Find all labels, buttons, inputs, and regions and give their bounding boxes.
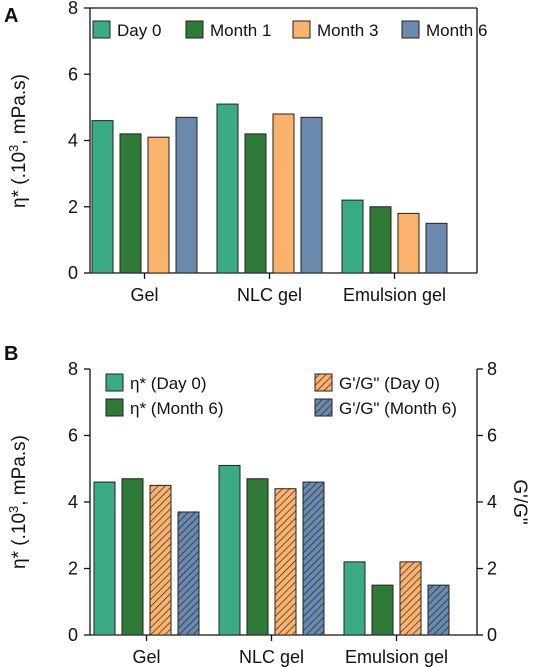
panel-a-legend: Day 0 Month 1 Month 3 Month 6 [92, 20, 487, 40]
bar [246, 478, 269, 636]
bar [119, 133, 142, 274]
legend-label: η* (Day 0) [130, 374, 207, 393]
bar [244, 133, 267, 274]
panel-b-legend: η* (Day 0) η* (Month 6) G'/G" (Day 0) G'/G"… [105, 373, 457, 418]
y-tick-label: 2 [68, 559, 78, 579]
panel-b-y-axis-title: η* (.103, mPa.s) [6, 435, 30, 569]
legend-label: η* (Month 6) [130, 399, 224, 418]
bar [93, 481, 116, 636]
legend-label: Day 0 [117, 21, 161, 40]
legend-swatch [185, 20, 204, 39]
y2-tick-label: 0 [487, 625, 497, 645]
panel-a-label: A [4, 5, 18, 27]
y2-tick-label: 8 [487, 359, 497, 379]
x-tick-label: Gel [132, 647, 160, 667]
legend-label: G'/G" (Day 0) [339, 374, 440, 393]
bar [175, 116, 198, 274]
bar [147, 136, 170, 274]
panel-a-y-axis-title: η* (.103, mPa.s) [6, 74, 30, 208]
bar [149, 484, 172, 636]
y2-tick-label: 6 [487, 426, 497, 446]
chart-panel-a: A η* (.103, mPa.s) 0 2 4 6 8 Gel NLC gel Emulsi… [4, 0, 487, 305]
panel-b-bars [93, 464, 450, 636]
bar [121, 478, 144, 636]
legend-label: Month 3 [317, 21, 378, 40]
panel-a-bars [91, 103, 448, 274]
panel-b-label: B [4, 343, 18, 365]
legend-swatch [105, 398, 124, 417]
bar [341, 199, 364, 274]
bar [399, 561, 422, 636]
bar [216, 103, 239, 274]
y-tick-label: 0 [68, 625, 78, 645]
legend-label: G'/G" (Month 6) [339, 399, 457, 418]
x-tick-label: Emulsion gel [343, 285, 446, 305]
legend-swatch [105, 373, 124, 392]
legend-swatch [401, 20, 420, 39]
bar [91, 120, 114, 274]
legend-swatch [314, 373, 333, 392]
y-tick-label: 4 [68, 131, 78, 151]
legend-label: Month 1 [210, 21, 271, 40]
chart-panel-b: B η* (.103, mPa.s) G'/G" 0 0 2 2 4 4 6 6 8 8 Gel NL… [4, 343, 530, 667]
bar [274, 488, 297, 636]
y-tick-label: 4 [68, 492, 78, 512]
bar [343, 561, 366, 636]
bar [371, 584, 394, 636]
bar [425, 222, 448, 274]
y-tick-label: 8 [68, 0, 78, 18]
y-tick-label: 0 [68, 263, 78, 283]
panel-b-y2-axis-title: G'/G" [509, 479, 530, 524]
x-tick-label: Emulsion gel [345, 647, 448, 667]
x-tick-label: NLC gel [239, 647, 304, 667]
legend-swatch [292, 20, 311, 39]
bar [272, 113, 295, 274]
bar [369, 206, 392, 274]
y2-tick-label: 4 [487, 492, 497, 512]
legend-label: Month 6 [426, 21, 487, 40]
y-tick-label: 8 [68, 359, 78, 379]
bar [300, 116, 323, 274]
y-tick-label: 6 [68, 64, 78, 84]
bar [427, 584, 450, 636]
legend-swatch [92, 20, 111, 39]
x-tick-label: Gel [130, 285, 158, 305]
y2-tick-label: 2 [487, 559, 497, 579]
x-tick-label: NLC gel [237, 285, 302, 305]
y-tick-label: 2 [68, 197, 78, 217]
bar [302, 481, 325, 636]
y-tick-label: 6 [68, 426, 78, 446]
bar [177, 511, 200, 636]
legend-swatch [314, 398, 333, 417]
bar [397, 212, 420, 274]
bar [218, 464, 241, 636]
